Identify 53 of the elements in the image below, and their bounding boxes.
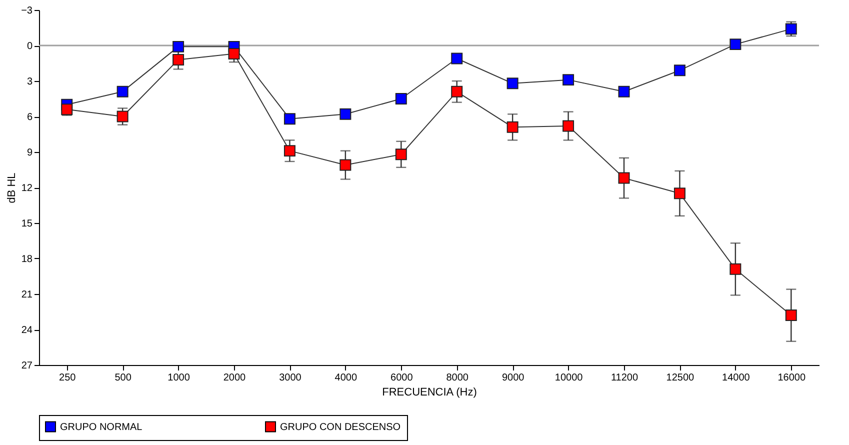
x-tick-label: 2000	[223, 372, 246, 384]
x-tick-label: 500	[114, 372, 132, 384]
point	[395, 148, 407, 160]
y-tick-label: 0	[26, 41, 33, 52]
x-tick-label: 9000	[502, 372, 525, 384]
x-tick-label: 6000	[390, 372, 414, 384]
x-tick-label: 16000	[778, 372, 806, 384]
y-tick-label: 9	[26, 148, 33, 158]
point	[451, 52, 463, 64]
point	[228, 48, 240, 60]
point	[340, 108, 352, 120]
y-tick-label: 6	[26, 112, 33, 123]
point	[116, 110, 128, 122]
point	[674, 64, 686, 76]
point	[116, 86, 128, 98]
point	[172, 54, 184, 66]
point	[172, 40, 184, 52]
point	[730, 38, 742, 50]
point	[674, 188, 686, 200]
x-tick-label: 8000	[446, 372, 469, 384]
x-axis-title: FRECUENCIA (Hz)	[382, 386, 477, 398]
point	[395, 93, 407, 104]
y-tick-label: 18	[21, 254, 33, 265]
y-tick-label: 3	[26, 76, 33, 88]
point	[730, 263, 742, 275]
point	[562, 74, 574, 86]
legend-label: GRUPO CON DESCENSO	[280, 422, 401, 433]
x-tick-label: 11200	[610, 372, 638, 384]
y-tick-label: 24	[21, 325, 33, 336]
legend-label: GRUPO NORMAL	[60, 422, 143, 433]
point	[506, 78, 518, 90]
x-tick-label: 3000	[279, 372, 302, 384]
y-tick-label: 27	[21, 360, 33, 372]
point	[618, 86, 630, 98]
point	[451, 86, 463, 98]
x-tick-label: 4000	[334, 372, 358, 384]
y-tick-label: −3	[21, 6, 33, 16]
point	[562, 120, 574, 132]
point	[284, 145, 296, 157]
y-axis-title: dB HL	[6, 172, 18, 204]
point	[785, 310, 797, 322]
x-tick-label: 10000	[554, 372, 584, 384]
x-tick-label: 1000	[168, 372, 190, 384]
y-tick-label: 12	[21, 183, 33, 194]
point	[506, 121, 518, 133]
y-tick-label: 15	[21, 218, 33, 230]
x-tick-label: 14000	[722, 372, 750, 384]
point	[340, 159, 352, 171]
x-tick-label: 250	[59, 372, 76, 384]
x-tick-label: 12500	[666, 372, 695, 384]
y-tick-label: 21	[21, 290, 33, 300]
point	[284, 113, 296, 125]
point	[618, 172, 630, 184]
